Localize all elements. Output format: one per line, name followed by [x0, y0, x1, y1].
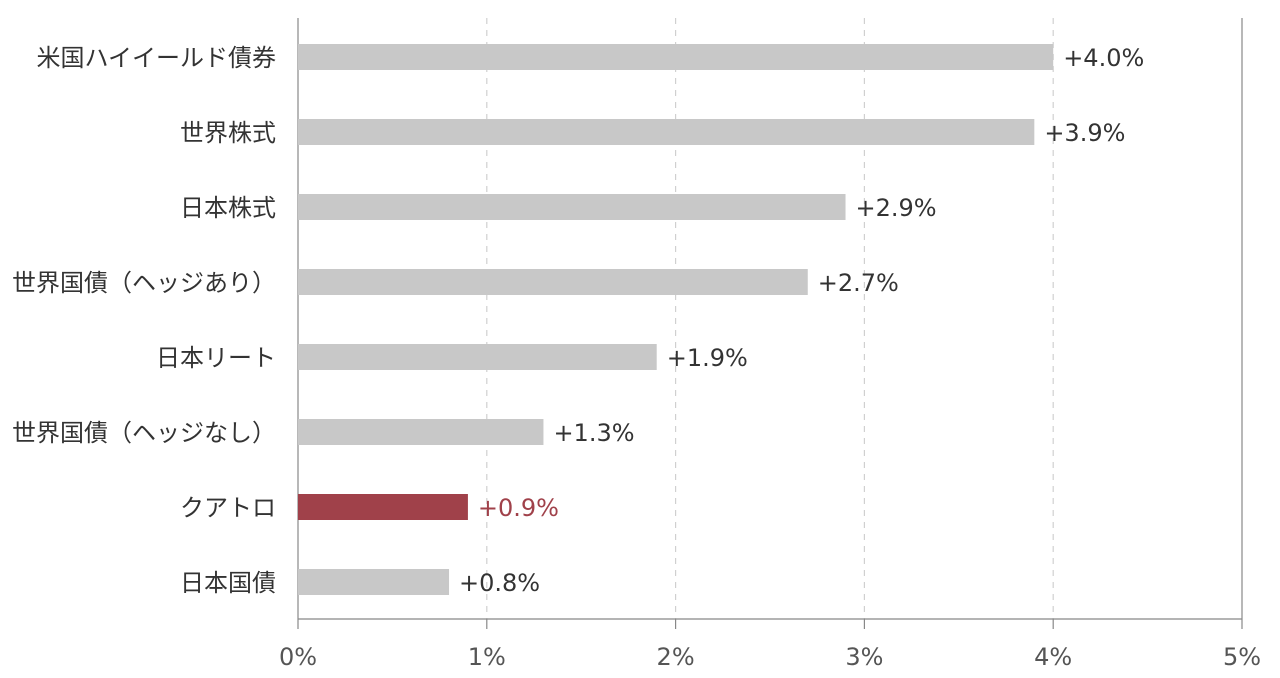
- bar: [298, 119, 1035, 145]
- category-label: 世界国債（ヘッジなし）: [12, 419, 276, 447]
- x-tick-label: 1%: [468, 643, 506, 671]
- value-label: +2.9%: [856, 194, 937, 222]
- value-label: +1.3%: [553, 419, 634, 447]
- bar: [298, 44, 1054, 70]
- x-tick-label: 2%: [657, 643, 695, 671]
- category-label: 日本株式: [180, 194, 276, 222]
- category-label: 世界株式: [180, 119, 276, 147]
- x-tick-label: 5%: [1223, 643, 1261, 671]
- bar: [298, 269, 808, 295]
- category-label: 世界国債（ヘッジあり）: [12, 269, 276, 297]
- category-label: 米国ハイイールド債券: [36, 44, 276, 72]
- x-tick-label: 0%: [279, 643, 317, 671]
- value-label: +0.9%: [478, 494, 559, 522]
- category-label: 日本国債: [180, 569, 276, 597]
- bar: [298, 344, 657, 370]
- value-label: +3.9%: [1044, 119, 1125, 147]
- x-tick-label: 3%: [845, 643, 883, 671]
- x-tick-label: 4%: [1034, 643, 1072, 671]
- bar: [298, 419, 544, 445]
- value-label: +1.9%: [667, 344, 748, 372]
- value-label: +4.0%: [1063, 44, 1144, 72]
- value-label: +2.7%: [818, 269, 899, 297]
- bar: [298, 569, 450, 595]
- category-label: クアトロ: [180, 494, 276, 522]
- category-label: 日本リート: [156, 344, 276, 372]
- value-label: +0.8%: [459, 569, 540, 597]
- bar: [298, 194, 846, 220]
- bar: [298, 494, 468, 520]
